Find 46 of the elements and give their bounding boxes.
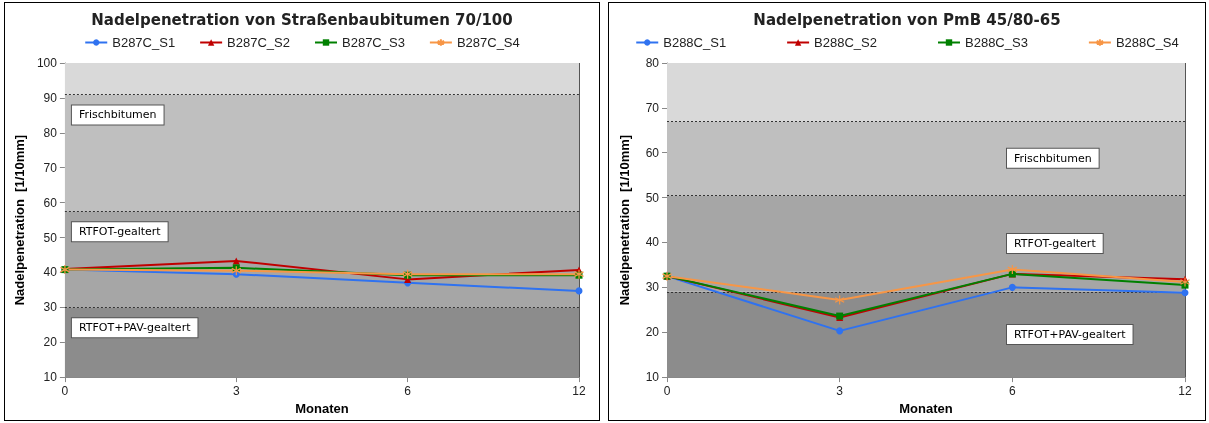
legend-label: B287C_S2	[227, 35, 291, 50]
y-tick-label: 70	[43, 160, 58, 175]
band-label: RTFOT+PAV-gealtert	[78, 321, 192, 335]
x-axis-title: Monaten	[899, 401, 953, 416]
y-tick-label: 40	[645, 235, 660, 250]
y-tick-label: 100	[36, 56, 58, 70]
x-tick-label: 3	[232, 384, 240, 399]
legend-label: B287C_S4	[456, 35, 520, 50]
legend-label: B288C_S4	[1115, 35, 1179, 50]
y-tick-label: 10	[43, 370, 58, 385]
y-tick-label: 50	[43, 230, 58, 245]
band-label: RTFOT-gealtert	[78, 225, 162, 239]
y-tick-label: 90	[43, 90, 58, 105]
x-axis-title: Monaten	[295, 401, 349, 416]
x-tick-label: 0	[61, 384, 69, 399]
x-tick-label: 3	[836, 384, 844, 399]
legend-label: B287C_S3	[342, 35, 405, 50]
band-label: Frischbitumen	[78, 108, 157, 122]
x-tick-label: 12	[572, 384, 586, 399]
y-tick-label: 70	[645, 100, 660, 115]
y-tick-label: 30	[645, 280, 660, 295]
y-tick-label: 20	[645, 325, 660, 340]
x-tick-label: 0	[663, 384, 671, 399]
y-tick-label: 30	[43, 300, 58, 315]
y-tick-label: 50	[645, 190, 660, 205]
legend-label: B288C_S3	[965, 35, 1028, 50]
chart-title: Nadelpenetration von PmB 45/80-65	[753, 10, 1061, 29]
band-label: RTFOT-gealtert	[1014, 237, 1097, 251]
y-tick-label: 80	[43, 125, 58, 140]
y-tick-label: 80	[645, 56, 660, 70]
y-axis-title: Nadelpenetration [1/10mm]	[617, 134, 632, 306]
legend-label: B287C_S1	[112, 35, 176, 50]
y-tick-label: 40	[43, 265, 58, 280]
band-label: Frischbitumen	[1014, 151, 1092, 165]
y-axis-title: Nadelpenetration [1/10mm]	[12, 134, 27, 306]
y-tick-label: 60	[43, 195, 58, 210]
x-tick-label: 6	[1008, 384, 1016, 399]
legend-label: B288C_S1	[663, 35, 727, 50]
chart-title: Nadelpenetration von Straßenbaubitumen 70/100	[91, 10, 513, 29]
x-tick-label: 6	[404, 384, 412, 399]
y-tick-label: 60	[645, 145, 660, 160]
y-tick-label: 20	[43, 335, 58, 350]
x-tick-label: 12	[1178, 384, 1192, 399]
band-label: RTFOT+PAV-gealtert	[1014, 327, 1127, 341]
legend-label: B288C_S2	[814, 35, 878, 50]
y-tick-label: 10	[645, 370, 660, 385]
